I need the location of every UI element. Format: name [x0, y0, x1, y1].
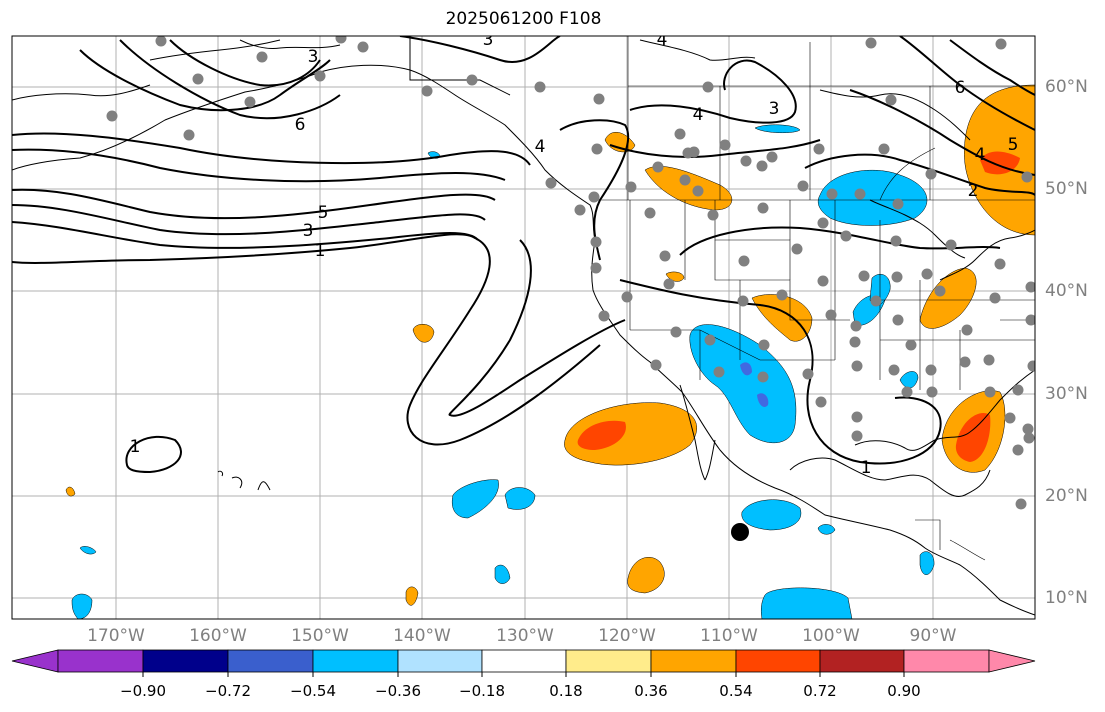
- contour-label: 3: [483, 30, 494, 50]
- lon-label: 160°W: [189, 626, 247, 646]
- positive-anomaly-fills: [65, 84, 1035, 606]
- lat-label: 40°N: [1045, 281, 1088, 301]
- colorbar-tick-label: 0.90: [887, 682, 921, 700]
- contour-label: 5: [318, 203, 329, 223]
- contour-label: 3: [303, 221, 314, 241]
- graticule: [12, 36, 1035, 619]
- contour-label: 2: [968, 181, 979, 201]
- lon-label: 140°W: [393, 626, 451, 646]
- lat-label: 10°N: [1045, 588, 1088, 608]
- colorbar-tick-label: −0.90: [120, 682, 166, 700]
- colorbar-low-extension: [11, 649, 59, 673]
- colorbar-tick-label: −0.54: [290, 682, 336, 700]
- contour-label: 5: [1008, 135, 1019, 155]
- lon-label: 100°W: [802, 626, 860, 646]
- contour-label: 4: [975, 145, 986, 165]
- lon-label: 130°W: [496, 626, 554, 646]
- lon-label: 120°W: [598, 626, 656, 646]
- lat-label: 60°N: [1045, 77, 1088, 97]
- contour-label: 1: [315, 241, 326, 261]
- colorbar-tick-label: 0.18: [549, 682, 583, 700]
- contour-label: 4: [535, 137, 546, 157]
- contour-label: 6: [295, 115, 306, 135]
- colorbar-tick-label: −0.72: [205, 682, 251, 700]
- station-dots: [106, 36, 1035, 510]
- colorbar-high-extension: [988, 649, 1036, 673]
- contour-label: 6: [955, 78, 966, 98]
- lat-label: 30°N: [1045, 384, 1088, 404]
- colorbar-tick-label: 0.72: [803, 682, 837, 700]
- contour-label: 4: [657, 30, 668, 50]
- contour-label: 1: [130, 437, 141, 457]
- contour-label: 3: [769, 99, 780, 119]
- strong-negative-fills: [740, 362, 769, 407]
- colorbar: [11, 649, 1036, 677]
- anomaly-contours: [12, 36, 1035, 474]
- contour-label: 3: [308, 47, 319, 67]
- map-frame: [11, 35, 1036, 620]
- contour-label: 4: [693, 105, 704, 125]
- map-title: 2025061200 F108: [445, 9, 602, 29]
- colorbar-tick-label: 0.36: [634, 682, 668, 700]
- contour-label-group: 3 3 4 6 4 3 5 3 1 4 6 5 4 2 1 1: [130, 30, 1019, 478]
- lon-label: 110°W: [700, 626, 758, 646]
- black-dot-marker: [731, 523, 749, 541]
- colorbar-tick-label: −0.36: [375, 682, 421, 700]
- colorbar-tick-label: 0.54: [719, 682, 753, 700]
- coastlines: [12, 36, 1035, 616]
- lat-label: 20°N: [1045, 486, 1088, 506]
- lon-label: 170°W: [87, 626, 145, 646]
- contour-label: 1: [861, 458, 872, 478]
- lon-label: 150°W: [291, 626, 349, 646]
- lat-label: 50°N: [1045, 179, 1088, 199]
- colorbar-tick-label: −0.18: [459, 682, 505, 700]
- lon-label: 90°W: [909, 626, 957, 646]
